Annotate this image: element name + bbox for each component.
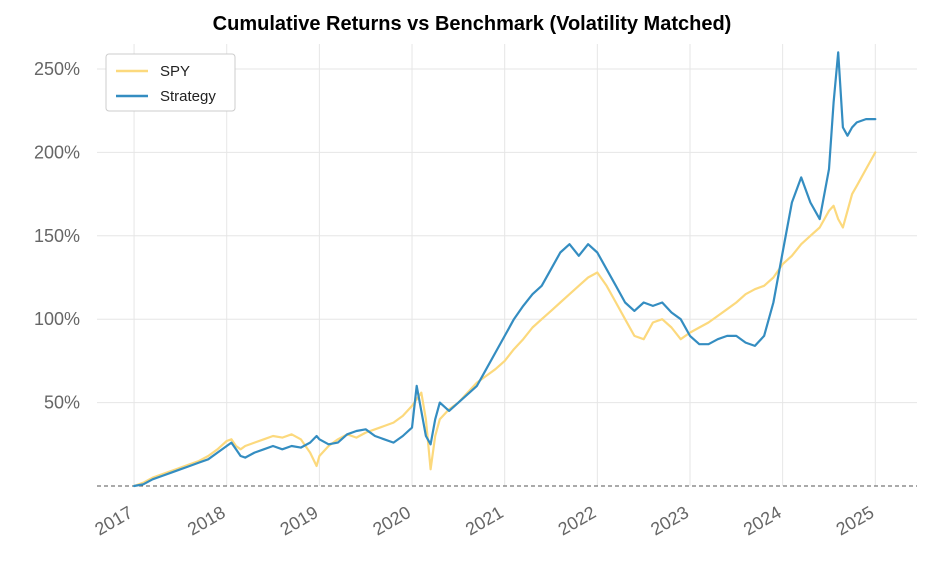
series-layer xyxy=(133,51,877,488)
y-tick-label: 250% xyxy=(34,59,80,79)
x-tick-label: 2023 xyxy=(647,502,692,539)
x-tick-label: 2019 xyxy=(277,502,322,539)
chart-title: Cumulative Returns vs Benchmark (Volatil… xyxy=(213,13,732,35)
x-tick-label: 2017 xyxy=(91,502,136,539)
x-tick-label: 2025 xyxy=(833,502,878,539)
y-axis-ticks: 50% 100% 150% 200% 250% xyxy=(34,59,80,413)
x-tick-label: 2024 xyxy=(740,502,785,539)
x-tick-label: 2022 xyxy=(555,502,600,539)
x-tick-label: 2020 xyxy=(369,502,414,539)
legend-label-strategy: Strategy xyxy=(160,88,216,105)
legend-label-spy: SPY xyxy=(160,63,190,80)
x-tick-label: 2018 xyxy=(184,502,229,539)
x-axis-ticks: 2017 2018 2019 2020 2021 2022 2023 2024 2025 xyxy=(91,502,877,539)
series-line-strategy xyxy=(133,51,877,488)
y-tick-label: 100% xyxy=(34,309,80,329)
x-tick-label: 2021 xyxy=(462,502,507,539)
series-line-spy xyxy=(133,151,877,488)
y-tick-label: 200% xyxy=(34,142,80,162)
y-tick-label: 150% xyxy=(34,226,80,246)
legend: SPY Strategy xyxy=(105,53,236,112)
y-tick-label: 50% xyxy=(44,393,80,413)
